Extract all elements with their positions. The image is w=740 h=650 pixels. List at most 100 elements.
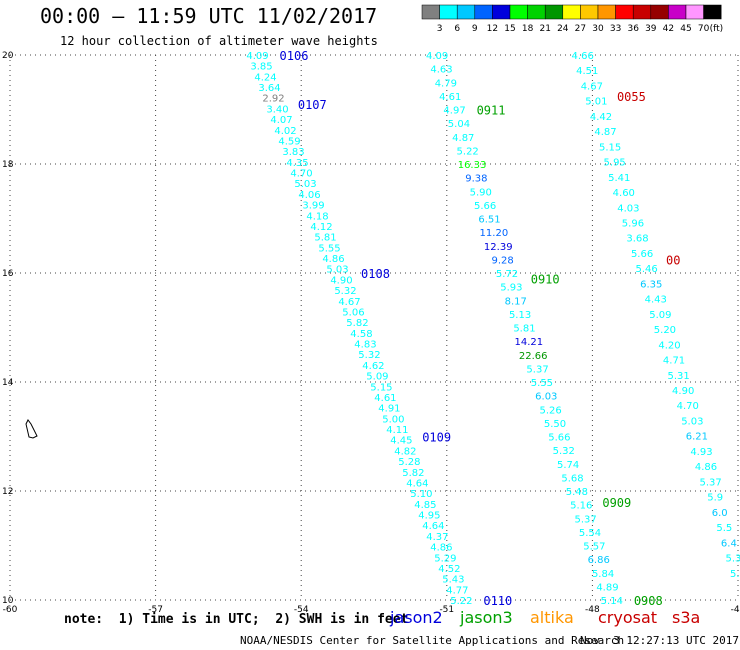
swh-value-label: 4.66 — [572, 51, 594, 62]
pass-time-label: 0110 — [483, 594, 512, 608]
swh-value-label: 4.83 — [354, 340, 376, 351]
swh-value-label: 4.43 — [645, 295, 667, 306]
color-scale-label: 18 — [522, 24, 534, 34]
swh-value-label: 4.07 — [270, 115, 292, 126]
swh-value-label: 4.61 — [374, 393, 396, 404]
swh-value-label: 4.42 — [590, 112, 612, 123]
swh-value-label: 4.64 — [406, 478, 428, 489]
swh-value-label: 5.74 — [557, 460, 579, 471]
color-scale-label: 6 — [454, 24, 460, 34]
swh-value-label: 6.21 — [686, 432, 708, 443]
swh-value-label: 6.4 — [721, 538, 737, 549]
swh-value-label: 6.0 — [712, 508, 728, 519]
swh-value-label: 5.93 — [500, 283, 522, 294]
x-tick-label: -51 — [439, 605, 454, 615]
swh-value-label: 5.09 — [366, 372, 388, 383]
swh-value-label: 4.89 — [596, 582, 618, 593]
color-scale-label: 39 — [645, 24, 657, 34]
swh-value-label: 6.86 — [588, 555, 610, 566]
swh-value-label: 5.03 — [681, 416, 703, 427]
swh-value-label: 5.31 — [667, 371, 689, 382]
swh-value-label: 5.10 — [410, 489, 432, 500]
color-scale-swatch — [650, 4, 669, 20]
swh-value-label: 4.82 — [394, 446, 416, 457]
color-scale-label: (ft) — [710, 24, 724, 34]
swh-value-label: 4.87 — [452, 133, 474, 144]
swh-value-label: 4.61 — [439, 92, 461, 103]
swh-value-label: 4.09 — [246, 51, 268, 62]
swh-value-label: 5.26 — [540, 405, 562, 416]
pass-time-label: 0910 — [531, 272, 560, 286]
swh-value-label: 4.90 — [330, 275, 352, 286]
legend-altika: altika — [530, 608, 574, 627]
pass-time-label: 0911 — [477, 104, 506, 118]
credit-text: NOAA/NESDIS Center for Satellite Applica… — [240, 634, 625, 647]
color-scale-swatch — [474, 4, 493, 20]
swh-value-label: 11.20 — [480, 228, 509, 239]
swh-value-label: 4.18 — [306, 211, 328, 222]
pass-time-label: 0909 — [602, 496, 631, 510]
swh-value-label: 4.35 — [286, 158, 308, 169]
swh-value-label: 4.58 — [350, 329, 372, 340]
swh-value-label: 4.90 — [672, 386, 694, 397]
swh-value-label: 5.1 — [730, 569, 740, 580]
swh-value-label: 5.82 — [402, 468, 424, 479]
swh-value-label: 5.32 — [334, 286, 356, 297]
swh-value-label: 5.57 — [583, 542, 605, 553]
color-scale-label: 12 — [487, 24, 498, 34]
swh-value-label: 5.20 — [654, 325, 676, 336]
x-tick-label: -57 — [148, 605, 163, 615]
pass-time-label: 00 — [666, 253, 680, 267]
swh-value-label: 14.21 — [515, 337, 544, 348]
satellite-tracks: 4.093.854.243.642.923.404.074.024.593.83… — [246, 49, 740, 608]
color-scale-swatch — [439, 4, 458, 20]
x-tick-label: -60 — [3, 605, 18, 615]
swh-value-label: 4.20 — [658, 340, 680, 351]
swh-value-label: 4.51 — [576, 66, 598, 77]
swh-value-label: 5.37 — [699, 477, 721, 488]
swh-value-label: 5.22 — [457, 146, 479, 157]
swh-value-label: 5.28 — [398, 457, 420, 468]
swh-value-label: 4.59 — [278, 136, 300, 147]
color-scale-swatch — [421, 4, 440, 20]
color-scale-label: 30 — [592, 24, 604, 34]
color-scale-label: 27 — [575, 24, 586, 34]
color-scale-swatch — [685, 4, 704, 20]
swh-value-label: 4.03 — [617, 203, 639, 214]
pass-time-label: 0106 — [280, 49, 309, 63]
swh-value-label: 5.90 — [470, 187, 492, 198]
swh-value-label: 5.48 — [566, 487, 588, 498]
color-scale-label: 21 — [539, 24, 550, 34]
swh-value-label: 4.37 — [426, 532, 448, 543]
swh-value-label: 4.86 — [695, 462, 717, 473]
x-tick-label: -48 — [585, 605, 600, 615]
swh-value-label: 5.54 — [579, 528, 601, 539]
color-scale-swatch — [527, 4, 546, 20]
axis-ticks: -60 -57 -54 -51 -48 -45 10 12 14 16 18 20 — [2, 51, 740, 615]
swh-value-label: 5.9 — [707, 493, 723, 504]
color-scale-bar: 3 6 9 12 15 18 21 24 27 30 33 36 39 42 45 70 (ft) — [421, 4, 724, 34]
swh-value-label: 2.92 — [262, 94, 284, 105]
swh-value-label: 6.03 — [535, 392, 557, 403]
swh-value-label: 22.66 — [519, 351, 548, 362]
swh-value-label: 5.95 — [604, 158, 626, 169]
chart-grid — [9, 54, 739, 601]
swh-value-label: 5.29 — [434, 553, 456, 564]
swh-value-label: 5.82 — [346, 318, 368, 329]
swh-value-label: 5.66 — [631, 249, 653, 260]
pass-time-label: 0109 — [422, 431, 451, 445]
x-tick-label: -54 — [294, 605, 309, 615]
chart-subtitle: 12 hour collection of altimeter wave hei… — [60, 34, 378, 48]
y-tick-label: 10 — [2, 596, 14, 606]
color-scale-label: 42 — [663, 24, 674, 34]
pass-time-label: 0908 — [634, 594, 663, 608]
track-jason3: 4.09 4.63 4.79 4.61 4.97 5.04 4.87 5.22 16.33 9.3… — [426, 51, 663, 608]
swh-value-label: 4.02 — [274, 126, 296, 137]
legend-cryosat: cryosat — [598, 608, 658, 627]
swh-value-label: 5.03 — [294, 179, 316, 190]
swh-value-label: 4.60 — [613, 188, 635, 199]
swh-value-label: 4.79 — [435, 78, 457, 89]
swh-value-label: 5.55 — [318, 243, 340, 254]
swh-value-label: 16.33 — [458, 160, 487, 171]
y-tick-label: 14 — [2, 378, 14, 388]
